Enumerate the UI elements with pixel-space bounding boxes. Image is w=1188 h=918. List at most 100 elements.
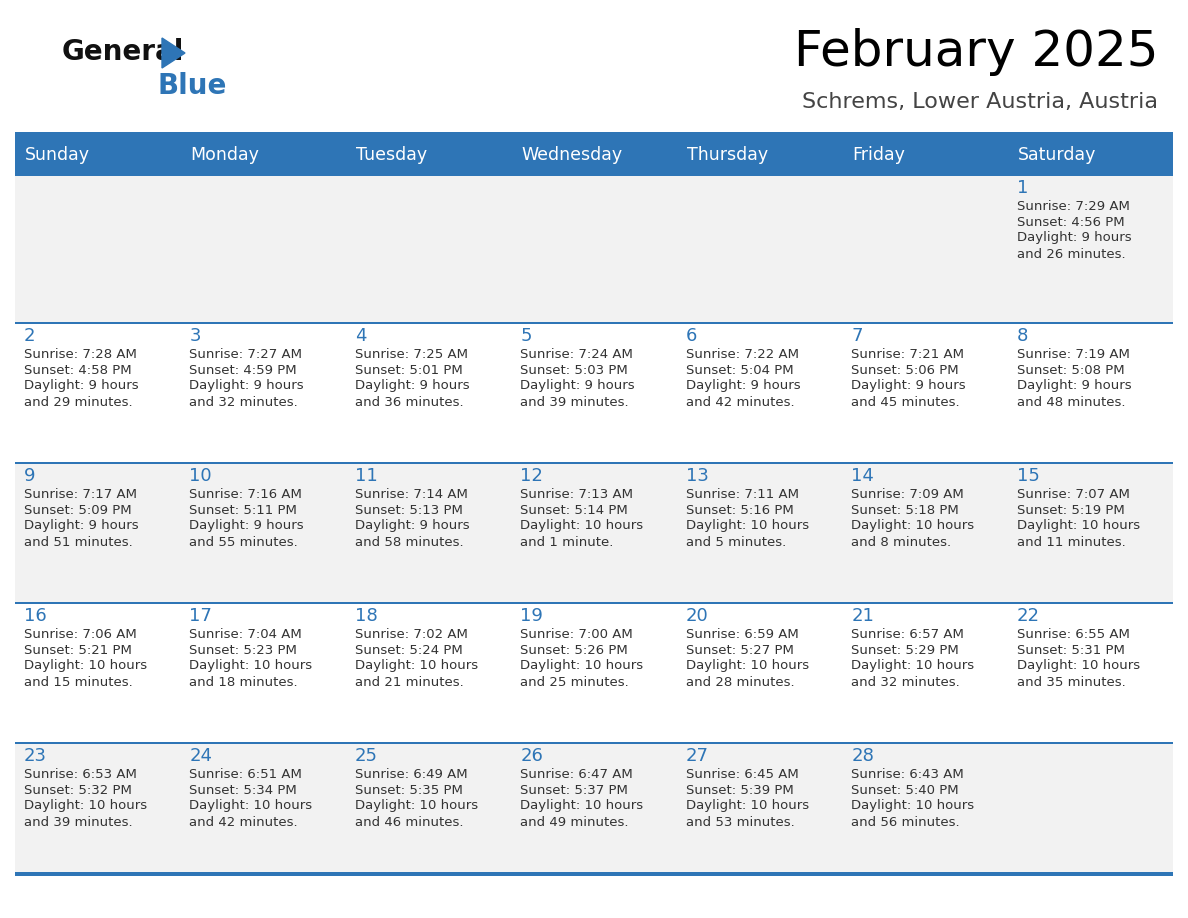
Text: Daylight: 10 hours: Daylight: 10 hours — [851, 659, 974, 673]
Text: Daylight: 9 hours: Daylight: 9 hours — [851, 379, 966, 393]
Bar — [15, 462, 1173, 464]
Text: Sunset: 5:37 PM: Sunset: 5:37 PM — [520, 783, 628, 797]
Bar — [15, 322, 1173, 324]
Text: Daylight: 10 hours: Daylight: 10 hours — [520, 800, 644, 812]
Text: Sunrise: 7:21 AM: Sunrise: 7:21 AM — [851, 348, 965, 361]
Text: Daylight: 10 hours: Daylight: 10 hours — [24, 800, 147, 812]
Text: Sunset: 5:32 PM: Sunset: 5:32 PM — [24, 783, 132, 797]
Text: 25: 25 — [355, 747, 378, 765]
Text: and 15 minutes.: and 15 minutes. — [24, 676, 133, 688]
Text: and 11 minutes.: and 11 minutes. — [1017, 535, 1125, 548]
Bar — [15, 742, 1173, 744]
Text: Daylight: 10 hours: Daylight: 10 hours — [355, 800, 478, 812]
Text: and 53 minutes.: and 53 minutes. — [685, 815, 795, 829]
Text: Daylight: 10 hours: Daylight: 10 hours — [189, 659, 312, 673]
Text: and 46 minutes.: and 46 minutes. — [355, 815, 463, 829]
Text: Sunrise: 7:04 AM: Sunrise: 7:04 AM — [189, 628, 302, 641]
Text: Sunset: 5:27 PM: Sunset: 5:27 PM — [685, 644, 794, 656]
Text: Sunrise: 6:53 AM: Sunrise: 6:53 AM — [24, 767, 137, 780]
Text: Sunset: 4:56 PM: Sunset: 4:56 PM — [1017, 216, 1124, 229]
Text: and 32 minutes.: and 32 minutes. — [189, 396, 298, 409]
Text: 5: 5 — [520, 327, 532, 345]
Text: Sunrise: 6:47 AM: Sunrise: 6:47 AM — [520, 767, 633, 780]
Text: Sunset: 5:08 PM: Sunset: 5:08 PM — [1017, 364, 1124, 376]
Text: and 39 minutes.: and 39 minutes. — [24, 815, 133, 829]
Text: and 49 minutes.: and 49 minutes. — [520, 815, 628, 829]
Text: and 36 minutes.: and 36 minutes. — [355, 396, 463, 409]
Text: Blue: Blue — [157, 72, 227, 100]
Text: Sunset: 5:13 PM: Sunset: 5:13 PM — [355, 503, 463, 517]
Text: Daylight: 10 hours: Daylight: 10 hours — [355, 659, 478, 673]
Text: Daylight: 10 hours: Daylight: 10 hours — [1017, 659, 1139, 673]
Text: Sunrise: 7:13 AM: Sunrise: 7:13 AM — [520, 487, 633, 500]
Text: Sunrise: 7:19 AM: Sunrise: 7:19 AM — [1017, 348, 1130, 361]
Text: 6: 6 — [685, 327, 697, 345]
Text: Daylight: 10 hours: Daylight: 10 hours — [189, 800, 312, 812]
Text: Sunrise: 6:51 AM: Sunrise: 6:51 AM — [189, 767, 302, 780]
Bar — [15, 742, 1173, 872]
Text: Daylight: 9 hours: Daylight: 9 hours — [189, 520, 304, 532]
Text: Sunrise: 6:45 AM: Sunrise: 6:45 AM — [685, 767, 798, 780]
Text: Sunrise: 7:22 AM: Sunrise: 7:22 AM — [685, 348, 798, 361]
Text: Daylight: 10 hours: Daylight: 10 hours — [520, 659, 644, 673]
Text: and 8 minutes.: and 8 minutes. — [851, 535, 952, 548]
Text: Sunrise: 7:07 AM: Sunrise: 7:07 AM — [1017, 487, 1130, 500]
Text: and 1 minute.: and 1 minute. — [520, 535, 614, 548]
Text: Sunrise: 7:11 AM: Sunrise: 7:11 AM — [685, 487, 798, 500]
Text: Sunset: 5:19 PM: Sunset: 5:19 PM — [1017, 503, 1124, 517]
Bar — [15, 132, 1173, 136]
Text: Sunrise: 7:16 AM: Sunrise: 7:16 AM — [189, 487, 302, 500]
Bar — [15, 462, 1173, 602]
Text: Schrems, Lower Austria, Austria: Schrems, Lower Austria, Austria — [802, 92, 1158, 112]
Text: and 32 minutes.: and 32 minutes. — [851, 676, 960, 688]
Text: General: General — [62, 38, 184, 66]
Text: Tuesday: Tuesday — [356, 146, 426, 164]
Text: 15: 15 — [1017, 467, 1040, 485]
Text: Sunrise: 7:28 AM: Sunrise: 7:28 AM — [24, 348, 137, 361]
Text: Sunset: 5:16 PM: Sunset: 5:16 PM — [685, 503, 794, 517]
Text: and 42 minutes.: and 42 minutes. — [685, 396, 795, 409]
Text: 4: 4 — [355, 327, 366, 345]
Text: Daylight: 10 hours: Daylight: 10 hours — [851, 800, 974, 812]
Text: Sunset: 5:21 PM: Sunset: 5:21 PM — [24, 644, 132, 656]
Text: 17: 17 — [189, 607, 213, 625]
Text: 27: 27 — [685, 747, 709, 765]
Text: Sunrise: 7:14 AM: Sunrise: 7:14 AM — [355, 487, 468, 500]
Text: Sunday: Sunday — [25, 146, 90, 164]
Text: February 2025: February 2025 — [794, 28, 1158, 76]
Text: 10: 10 — [189, 467, 211, 485]
Text: Sunset: 5:40 PM: Sunset: 5:40 PM — [851, 783, 959, 797]
Text: 14: 14 — [851, 467, 874, 485]
Text: Thursday: Thursday — [687, 146, 767, 164]
Text: 21: 21 — [851, 607, 874, 625]
Text: Sunrise: 6:49 AM: Sunrise: 6:49 AM — [355, 767, 468, 780]
Text: Daylight: 10 hours: Daylight: 10 hours — [520, 520, 644, 532]
Bar — [511, 136, 677, 174]
Text: and 51 minutes.: and 51 minutes. — [24, 535, 133, 548]
Bar — [1007, 136, 1173, 174]
Bar — [842, 136, 1007, 174]
Text: Sunrise: 7:09 AM: Sunrise: 7:09 AM — [851, 487, 963, 500]
Bar — [677, 136, 842, 174]
Text: and 29 minutes.: and 29 minutes. — [24, 396, 133, 409]
Text: Daylight: 9 hours: Daylight: 9 hours — [1017, 231, 1131, 244]
Bar — [15, 174, 1173, 176]
Text: Sunset: 5:24 PM: Sunset: 5:24 PM — [355, 644, 462, 656]
Text: 19: 19 — [520, 607, 543, 625]
Text: Sunset: 5:18 PM: Sunset: 5:18 PM — [851, 503, 959, 517]
Text: 9: 9 — [24, 467, 36, 485]
Text: 1: 1 — [1017, 179, 1028, 197]
Text: Monday: Monday — [190, 146, 259, 164]
Text: Sunrise: 6:57 AM: Sunrise: 6:57 AM — [851, 628, 963, 641]
Bar — [15, 322, 1173, 462]
Text: Sunrise: 7:24 AM: Sunrise: 7:24 AM — [520, 348, 633, 361]
Text: 3: 3 — [189, 327, 201, 345]
Text: Sunset: 5:06 PM: Sunset: 5:06 PM — [851, 364, 959, 376]
Text: and 56 minutes.: and 56 minutes. — [851, 815, 960, 829]
Text: and 26 minutes.: and 26 minutes. — [1017, 248, 1125, 261]
Text: and 55 minutes.: and 55 minutes. — [189, 535, 298, 548]
Bar — [15, 602, 1173, 604]
Text: Sunset: 5:31 PM: Sunset: 5:31 PM — [1017, 644, 1125, 656]
Text: and 45 minutes.: and 45 minutes. — [851, 396, 960, 409]
Text: Sunset: 5:26 PM: Sunset: 5:26 PM — [520, 644, 628, 656]
